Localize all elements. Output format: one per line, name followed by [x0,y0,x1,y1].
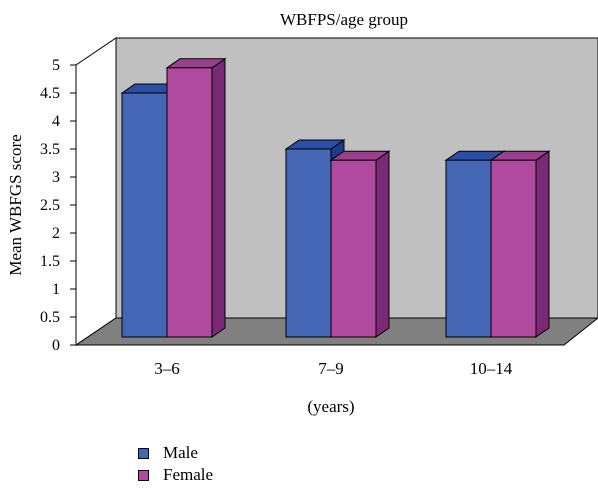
bar-front-face [285,148,332,338]
y-tick-label: 4.5 [40,85,60,102]
bar-side-face [375,150,390,338]
bar-side-face [211,57,226,338]
legend-swatch-female [138,469,149,481]
side-wall [75,37,117,346]
y-tick-label: 3.5 [40,141,60,158]
x-axis-labels: 3–6 7–9 10–14 [154,359,513,378]
y-tick-label: 2 [52,225,60,242]
bars-group [120,57,551,338]
bar-female-2 [489,150,551,338]
y-tick-label: 5 [52,57,60,74]
y-axis: 0 0.5 1 1.5 2 2.5 3 3.5 4 4.5 5 [40,57,77,354]
y-tick-label: 1.5 [40,253,60,270]
legend-label-male: Male [163,443,198,462]
y-tick-label: 0 [52,337,60,354]
x-tick-label: 7–9 [318,359,344,378]
y-axis-label: Mean WBFGS score [6,134,25,275]
x-tick-label: 10–14 [470,359,513,378]
legend-item-female: Female [138,464,213,486]
x-tick-label: 3–6 [154,359,180,378]
bar-front-face [121,92,168,338]
chart-title: WBFPS/age group [280,10,408,29]
x-axis-label: (years) [307,397,354,416]
y-tick-label: 1 [52,281,60,298]
legend-item-male: Male [138,442,213,464]
legend-swatch-male [138,447,149,459]
bar-side-face [535,150,550,338]
bar-front-face [330,159,377,338]
y-tick-label: 2.5 [40,197,60,214]
bar-front-face [445,159,492,338]
y-tick-label: 0.5 [40,309,60,326]
y-tick-label: 3 [52,169,60,186]
bar-female-0 [165,57,227,338]
y-tick-label: 4 [52,113,60,130]
bar-front-face [490,159,537,338]
bar-front-face [166,67,213,338]
bar-female-1 [329,150,391,338]
legend-label-female: Female [163,465,214,484]
legend: Male Female [138,442,213,486]
